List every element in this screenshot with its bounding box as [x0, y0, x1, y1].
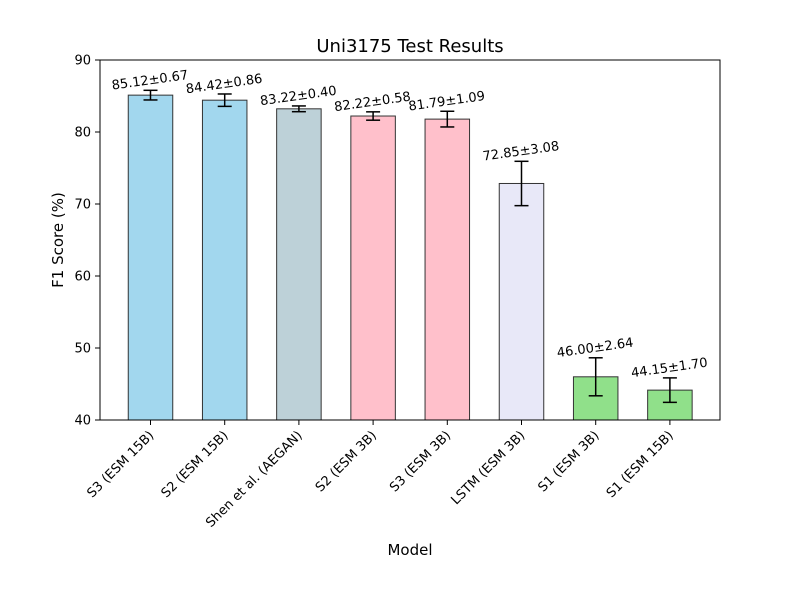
- y-tick-label: 60: [74, 270, 91, 285]
- bar: [498, 182, 545, 421]
- x-tick-label: S2 (ESM 3B): [313, 428, 380, 495]
- x-tick-label: S1 (ESM 15B): [604, 428, 677, 501]
- x-axis-ticks: S3 (ESM 15B) S2 (ESM 15B)Shen et al. (AEG…: [84, 420, 677, 531]
- data-labels-group: 85.12±0.6784.42±0.8683.22±0.4082.22±0.58…: [111, 68, 709, 381]
- x-tick-label: S1 (ESM 3B): [535, 428, 602, 495]
- y-axis-ticks: 40 50 60 70 80 90: [74, 54, 100, 429]
- y-tick-label: 40: [74, 414, 91, 429]
- bars-group: [127, 94, 693, 421]
- chart-title: Uni3175 Test Results: [316, 36, 503, 57]
- bar: [127, 94, 174, 421]
- y-tick-label: 90: [74, 54, 91, 69]
- error-bars-group: [143, 89, 677, 404]
- bar: [350, 115, 396, 421]
- x-tick-label: S2 (ESM 15B): [159, 428, 232, 501]
- bar: [424, 118, 471, 421]
- x-tick-label: LSTM (ESM 3B): [448, 428, 528, 508]
- bar: [201, 99, 248, 421]
- y-tick-label: 70: [74, 198, 91, 213]
- plot-frame: [99, 59, 721, 421]
- x-tick-label: S3 (ESM 15B): [84, 428, 157, 501]
- y-axis-label: F1 Score (%): [49, 192, 67, 288]
- y-tick-label: 80: [74, 126, 91, 141]
- x-tick-label: S3 (ESM 3B): [387, 428, 454, 495]
- x-axis-label: Model: [387, 541, 432, 559]
- bar: [276, 108, 322, 421]
- y-tick-label: 50: [74, 342, 91, 357]
